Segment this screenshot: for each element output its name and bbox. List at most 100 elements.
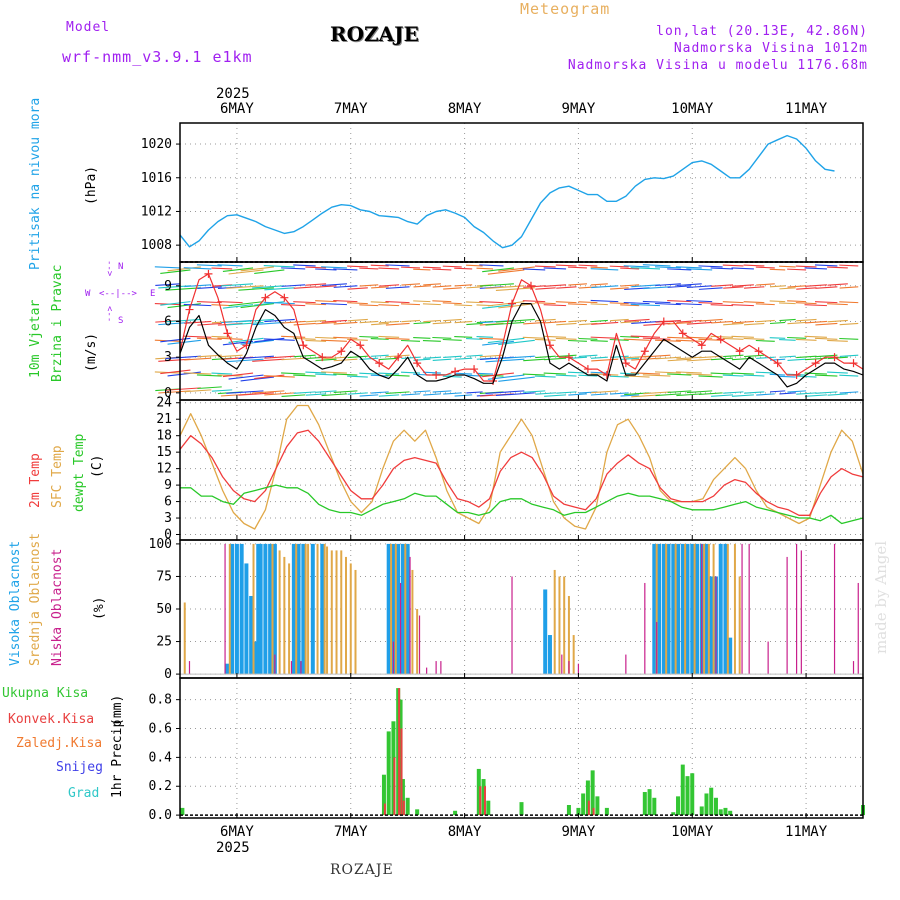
wind-arrow <box>590 283 608 286</box>
wind-arrow <box>675 371 702 374</box>
precip-bar-conv <box>592 807 595 816</box>
y-tick-label: 1016 <box>141 171 172 186</box>
wind-arrow <box>743 301 765 304</box>
wind-arrow <box>710 372 734 375</box>
cloud-bar-mid <box>707 543 710 675</box>
cloud-bar-mid <box>572 635 575 675</box>
wind-gust-marker <box>583 365 592 374</box>
y-tick-label: 3 <box>164 511 172 526</box>
y-tick-label: 0.8 <box>149 693 172 708</box>
wind-arrow <box>293 286 316 289</box>
compass-north: N <box>118 262 124 272</box>
cloud-bar-mid <box>665 543 668 675</box>
wind-arrow <box>710 335 734 338</box>
precip-axis-label: 1hr Precip <box>110 719 125 798</box>
wind-arrow <box>556 354 577 358</box>
wind-arrow <box>254 374 285 380</box>
wind-arrow <box>814 301 838 304</box>
cloud-bar-high <box>728 637 733 675</box>
wind-arrow <box>620 284 640 287</box>
wind-arrow <box>432 285 452 288</box>
wind-arrow <box>422 371 441 374</box>
wind-arrow <box>620 304 640 307</box>
top-date-7may: 7MAY <box>333 101 368 117</box>
wind-arrow <box>655 283 681 287</box>
wind-arrow <box>263 338 295 341</box>
wind-arrow <box>423 393 441 396</box>
wind-arrow <box>787 285 807 288</box>
chart-subtitle: Meteogram <box>520 0 611 18</box>
cloud-bar-low <box>644 582 646 675</box>
precip-bar-total <box>476 768 481 816</box>
legend-hail: Grad <box>68 786 100 801</box>
precip-bar-total <box>576 807 581 816</box>
precip-bar-total <box>728 810 733 816</box>
wind-gust-marker <box>697 341 706 350</box>
wind-arrow <box>814 264 838 267</box>
y-tick-label: 0 <box>164 528 172 543</box>
cloud-bar-low <box>795 543 798 675</box>
wind-arrow <box>422 339 441 342</box>
top-date-11may: 11MAY <box>785 101 828 117</box>
cloud-bar-mid <box>228 543 231 675</box>
wind-arrow <box>827 393 848 396</box>
wind-arrow <box>495 318 535 323</box>
wind-gust-marker <box>735 347 744 356</box>
wind-arrow <box>523 285 546 288</box>
wind-gust-marker <box>261 293 270 302</box>
wind-arrow <box>609 265 629 268</box>
cloud-bar-mid <box>307 543 310 675</box>
wind-arrow <box>568 319 587 323</box>
wind-arrow <box>401 356 421 359</box>
cloud-bar-mid <box>684 543 687 675</box>
wind-arrow <box>378 284 400 287</box>
wind-arrow <box>196 374 222 377</box>
wind-arrow <box>165 355 201 360</box>
cloud-bar-mid <box>703 543 706 675</box>
precip-unit: (mm) <box>110 694 125 726</box>
wind-arrow <box>676 356 702 360</box>
wind-arrow <box>476 267 494 270</box>
wind-arrow <box>196 264 222 267</box>
wind-arrow <box>787 336 807 339</box>
wind-gust-marker <box>640 347 649 356</box>
wind-arrow <box>591 321 619 325</box>
wind-arrow <box>264 392 295 396</box>
wind-arrow <box>413 321 431 325</box>
wind-arrow <box>676 393 702 397</box>
wind-arrow <box>423 319 441 323</box>
wind-arrow <box>482 340 514 346</box>
wind-arrow <box>315 390 337 393</box>
wind-arrow <box>804 304 827 307</box>
wind-arrow <box>167 371 201 377</box>
wind-arrow <box>443 355 462 358</box>
pressure-axis-label: Pritisak na nivou mora <box>28 97 43 270</box>
wind-arrow <box>804 267 827 270</box>
wind-arrow <box>522 336 546 339</box>
wind-arrow <box>413 358 431 361</box>
precip-bar-total <box>671 812 676 816</box>
wind-arrow <box>466 391 483 394</box>
wind-arrow <box>578 301 598 304</box>
top-year-label: 2025 <box>216 86 250 102</box>
wind-arrow <box>240 303 274 309</box>
wind-arrow <box>623 265 650 268</box>
wind-arrow <box>795 265 817 268</box>
wind-gust-marker <box>470 365 479 374</box>
wind-arrow <box>442 338 462 341</box>
y-tick-label: 24 <box>156 396 172 411</box>
wind-gust-marker <box>811 359 820 368</box>
wind-arrow <box>556 286 577 289</box>
cloud-bar-high <box>690 543 695 675</box>
wind-arrow <box>779 339 796 341</box>
wind-arrow <box>222 340 254 346</box>
wind-arrow <box>787 268 807 271</box>
wind-arrow <box>544 394 567 397</box>
cloud-bar-high <box>396 543 401 675</box>
wind-arrow <box>423 283 441 286</box>
lonlat-label: lon,lat (20.13E, 42.86N) <box>656 24 868 39</box>
wind-arrow <box>769 321 786 325</box>
precip-bar-total <box>519 802 524 816</box>
wind-arrow <box>371 286 389 289</box>
